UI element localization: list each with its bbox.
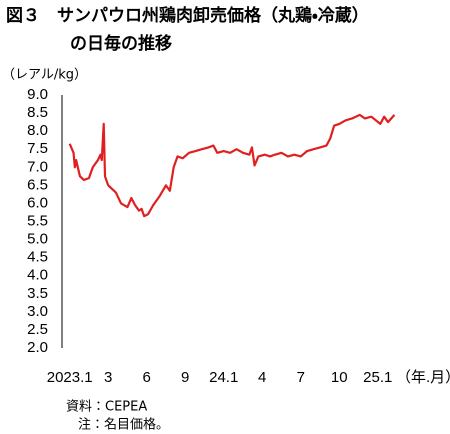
chart-title: の日毎の推移 xyxy=(70,33,172,54)
y-axis-label: （レアル/kg） xyxy=(2,68,87,83)
x-tick-label: 24.1 xyxy=(209,369,238,386)
chart-title: 図３ サンパウロ州鶏肉卸売価格（丸鶏・冷蔵） xyxy=(6,5,369,26)
x-tick-label: 2023.1 xyxy=(47,369,93,386)
note: 注：名目価格。 xyxy=(78,417,169,433)
y-tick-label: 7.5 xyxy=(27,140,48,157)
x-tick-label: 9 xyxy=(181,369,189,386)
y-tick-label: 3.5 xyxy=(27,285,48,302)
x-tick-label: 7 xyxy=(297,369,305,386)
line xyxy=(68,113,396,218)
y-tick-label: 9.0 xyxy=(27,86,48,103)
y-tick-label: 2.5 xyxy=(27,321,48,338)
y-tick-label: 6.5 xyxy=(27,176,48,193)
x-tick-label: 3 xyxy=(104,369,112,386)
y-tick-label: 6.0 xyxy=(27,194,48,211)
y-tick-label: 8.5 xyxy=(27,104,48,121)
y-tick-label: 4.0 xyxy=(27,267,48,284)
y-tick-label: 3.0 xyxy=(27,303,48,320)
x-tick-label: 6 xyxy=(143,369,151,386)
y-tick-label: 2.0 xyxy=(27,339,48,356)
y-tick-label: 5.5 xyxy=(27,212,48,229)
x-tick-label: 10 xyxy=(331,369,348,386)
x-axis-label: （年.月） xyxy=(396,369,450,386)
y-tick-label: 4.5 xyxy=(27,249,48,266)
y-tick-label: 5.0 xyxy=(27,231,48,248)
y-tick-label: 8.0 xyxy=(27,122,48,139)
y-tick-label: 7.0 xyxy=(27,158,48,175)
x-tick-label: 25.1 xyxy=(363,369,392,386)
x-tick-label: 4 xyxy=(258,369,266,386)
source: 資料：CEPEA xyxy=(66,400,147,415)
